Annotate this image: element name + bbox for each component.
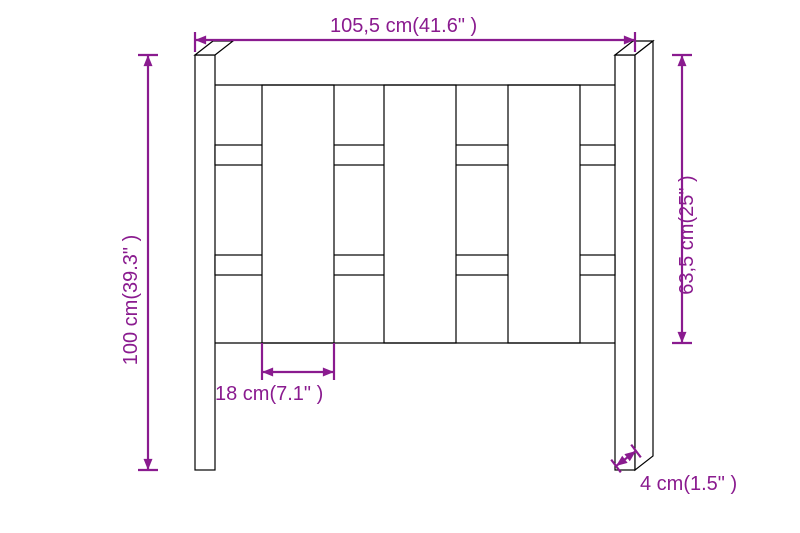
dimension: 18 cm(7.1" ) [215, 343, 334, 405]
dimension: 100 cm(39.3" ) [120, 55, 158, 470]
svg-text:100 cm(39.3" ): 100 cm(39.3" ) [120, 235, 142, 366]
svg-text:4 cm(1.5" ): 4 cm(1.5" ) [640, 473, 737, 495]
svg-text:105,5 cm(41.6" ): 105,5 cm(41.6" ) [330, 15, 477, 37]
product-drawing [195, 41, 653, 470]
svg-text:63,5 cm(25" ): 63,5 cm(25" ) [676, 175, 698, 294]
dimension: 105,5 cm(41.6" ) [195, 15, 635, 52]
diagram-canvas: 105,5 cm(41.6" ) 100 cm(39.3" ) 63,5 cm(25… [0, 0, 800, 533]
svg-text:18 cm(7.1" ): 18 cm(7.1" ) [215, 383, 323, 405]
dimension: 63,5 cm(25" ) [672, 55, 698, 343]
